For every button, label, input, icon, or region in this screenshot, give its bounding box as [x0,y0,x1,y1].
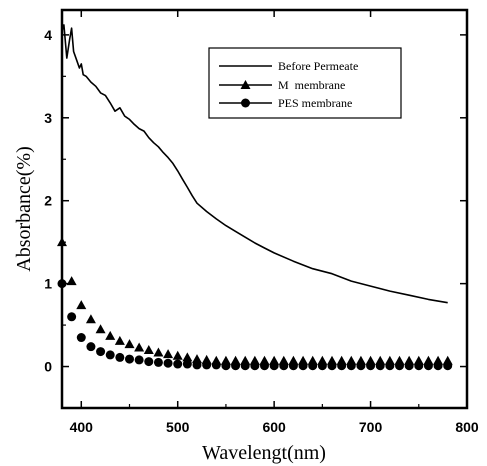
pes-membrane-point [115,352,125,362]
pes-membrane-point [231,361,241,371]
m-membrane-point [105,330,116,340]
m-membrane-point [85,314,96,324]
y-tick-label: 0 [44,359,52,375]
pes-membrane-point [173,359,183,369]
m-membrane-point [66,276,77,286]
pes-membrane-point [144,357,154,367]
pes-membrane-point [298,361,308,371]
m-membrane-point [172,350,183,360]
pes-membrane-point [153,357,163,367]
legend-label-before-permeate: Before Permeate [278,59,358,73]
pes-membrane-point [366,361,376,371]
series-line-before-permeate [61,24,448,304]
legend-marker-circle [241,98,250,108]
pes-membrane-point [395,361,404,371]
pes-membrane-point [443,361,453,371]
pes-membrane-point [250,361,260,371]
pes-membrane-point [221,361,231,371]
m-membrane-point [182,352,193,362]
x-tick-label: 400 [70,419,94,435]
y-axis-ticks: 0 1 2 3 4 [44,27,467,375]
legend-label-pes-membrane: PES membrane [278,96,352,110]
pes-membrane-point [260,361,269,371]
pes-membrane-point [96,347,106,357]
pes-membrane-point [240,361,250,371]
y-tick-label: 3 [44,110,52,126]
m-membrane-point [95,324,106,334]
legend-marker-triangle [240,80,251,89]
pes-membrane-point [202,360,212,370]
y-tick-label: 2 [44,193,52,209]
x-tick-label: 500 [166,419,190,435]
x-tick-label: 700 [359,419,383,435]
pes-membrane-point [356,361,366,371]
x-tick-label: 600 [262,419,286,435]
pes-membrane-point [76,333,86,343]
pes-membrane-point [57,279,67,289]
y-tick-label: 4 [44,27,52,43]
pes-membrane-point [269,361,279,371]
pes-membrane-point [86,342,96,352]
pes-membrane-point [375,361,385,371]
pes-membrane-point [105,350,115,360]
pes-membrane-point [337,361,347,371]
pes-membrane-point [423,361,433,371]
pes-membrane-point [134,355,144,365]
pes-membrane-point [288,361,298,371]
m-membrane-point [114,335,125,345]
legend: Before Permeate M membrane PES membrane [208,47,402,119]
m-membrane-point [192,354,202,364]
pes-membrane-point [67,312,77,322]
m-membrane-point [76,300,87,310]
m-membrane-point [153,347,164,357]
pes-membrane-point [192,360,202,370]
pes-membrane-point [163,358,173,368]
m-membrane-point [163,349,174,359]
pes-membrane-point [125,354,134,364]
pes-membrane-point [385,361,395,371]
pes-membrane-point [211,360,221,370]
pes-membrane-point [317,361,327,371]
x-tick-label: 800 [455,419,479,435]
y-tick-label: 1 [44,276,52,292]
pes-membrane-point [414,361,424,371]
pes-membrane-point [327,361,337,371]
pes-membrane-point [346,361,356,371]
series-layer [57,24,453,371]
y-axis-title: Absorbance(%) [13,146,35,272]
pes-membrane-point [308,361,318,371]
pes-membrane-point [182,359,192,369]
plot-frame [60,8,469,410]
legend-label-m-membrane: M membrane [278,78,345,92]
pes-membrane-point [279,361,289,371]
x-axis-title: Wavelengt(nm) [202,442,326,464]
pes-membrane-point [404,361,414,371]
x-axis-ticks: 400 500 600 700 800 [70,10,479,435]
pes-membrane-point [433,361,443,371]
legend-box [208,47,402,119]
m-membrane-point [124,339,135,349]
m-membrane-point [134,342,145,352]
m-membrane-point [143,344,154,354]
m-membrane-point [57,237,67,247]
